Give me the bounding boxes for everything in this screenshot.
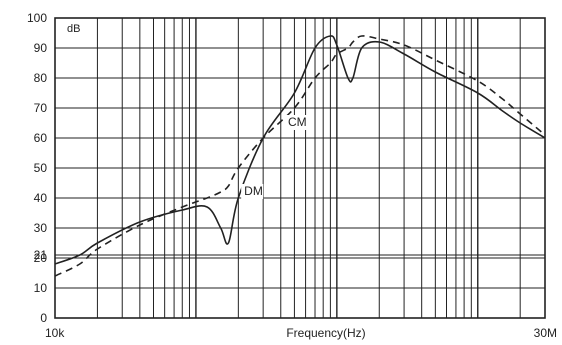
series-layer xyxy=(54,35,546,277)
x-tick-label: 30M xyxy=(534,326,557,340)
y-tick-label: 80 xyxy=(34,71,48,85)
y-tick-label: 100 xyxy=(27,11,47,25)
y-tick-label: 21 xyxy=(34,248,48,262)
y-tick-label: 0 xyxy=(40,311,47,325)
series-label-cm: CM xyxy=(284,115,307,130)
plot-frame xyxy=(54,17,546,319)
y-tick-label: 40 xyxy=(34,191,48,205)
y-tick-label: 20 xyxy=(34,251,48,265)
svg-text:DM: DM xyxy=(244,184,263,198)
labels: CM DM xyxy=(241,115,307,199)
y-tick-label: 60 xyxy=(34,131,48,145)
y-tick-label: 10 xyxy=(34,281,48,295)
series-line-cm xyxy=(54,35,546,265)
series-line-dm xyxy=(54,35,546,277)
svg-text:CM: CM xyxy=(288,115,307,129)
x-axis-title: Frequency(Hz) xyxy=(286,326,365,340)
x-tick-label: 10k xyxy=(45,326,65,340)
y-unit-label: dB xyxy=(67,23,80,35)
y-tick-label: 70 xyxy=(34,101,48,115)
y-tick-label: 50 xyxy=(34,161,48,175)
y-tick-label: 30 xyxy=(34,221,48,235)
y-tick-label: 90 xyxy=(34,41,48,55)
series-label-dm: DM xyxy=(241,184,264,199)
